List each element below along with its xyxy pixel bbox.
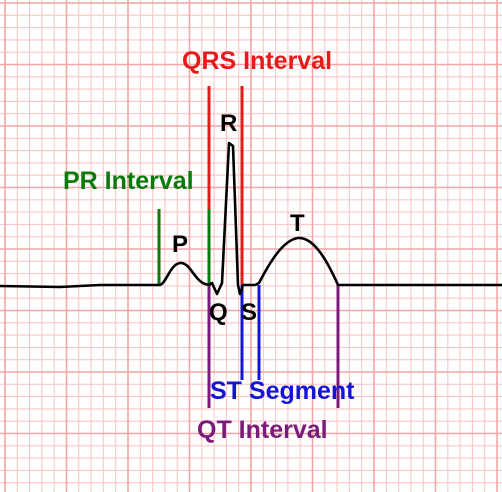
t-wave-label: T <box>290 210 305 237</box>
qrs-interval-label: QRS Interval <box>182 47 332 75</box>
q-wave-label: Q <box>209 299 228 326</box>
s-wave-label: S <box>241 299 257 326</box>
st-segment-label: ST Segment <box>210 377 355 405</box>
ecg-trace <box>0 141 502 296</box>
qt-interval-label: QT Interval <box>197 416 328 444</box>
r-wave-label: R <box>220 110 237 137</box>
p-wave-label: P <box>172 231 188 258</box>
pr-interval-label: PR Interval <box>63 167 194 195</box>
